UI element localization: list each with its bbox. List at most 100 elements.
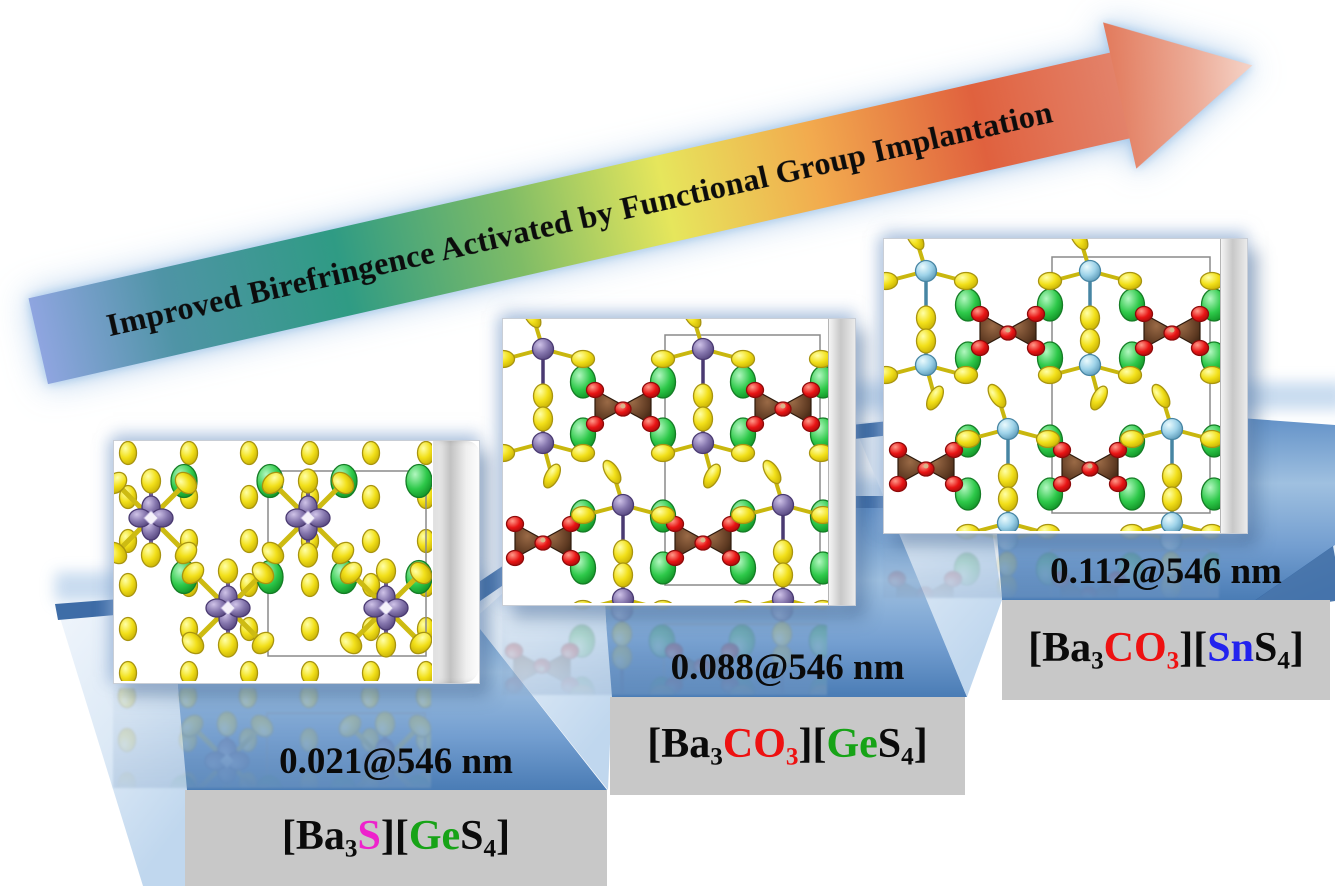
co3-group	[887, 570, 963, 598]
s-atom	[653, 599, 673, 603]
ba-atom	[953, 552, 981, 586]
s-atom	[416, 528, 432, 554]
cluster-center	[143, 510, 159, 526]
s-atom	[331, 541, 355, 565]
s-atom	[300, 616, 320, 642]
o-atom	[665, 549, 685, 567]
s-atom	[729, 606, 755, 610]
s-atom	[117, 771, 137, 788]
o-atom	[944, 475, 964, 493]
s-atom	[297, 468, 319, 494]
formula-part: 4	[901, 743, 914, 771]
s-atom	[772, 562, 794, 588]
ges4-cluster	[339, 558, 432, 658]
s-atom	[1161, 463, 1183, 489]
sn-atom	[996, 417, 1020, 441]
s-atom	[1079, 328, 1101, 354]
ms4-chain	[650, 319, 756, 489]
s-atom	[415, 688, 431, 709]
ge-atom	[610, 692, 634, 695]
formula-part: 3	[785, 743, 799, 771]
crystal-panel-2	[502, 318, 856, 606]
s-atom	[692, 383, 714, 409]
panel-bevel-edge	[828, 319, 855, 605]
s-atom	[1035, 429, 1061, 449]
s-atom	[140, 542, 162, 568]
co3-group	[745, 381, 821, 433]
ge-atom	[691, 431, 715, 455]
crystal-panel-3	[883, 238, 1248, 534]
ba-atom	[568, 676, 596, 695]
s-atom	[216, 711, 238, 737]
ges4-cluster	[181, 558, 275, 658]
c-atom	[1087, 463, 1093, 469]
s-atom	[1117, 271, 1143, 291]
ms4-chain	[1119, 383, 1220, 531]
o-atom	[970, 305, 990, 323]
s-atom	[1037, 271, 1063, 291]
s-atom	[813, 599, 828, 603]
s-atom	[569, 606, 595, 610]
s-atom	[925, 385, 945, 411]
s-atom	[408, 714, 431, 738]
s-atom	[953, 271, 979, 291]
formula-part: ][	[380, 813, 409, 860]
s-atom	[361, 441, 381, 466]
o-atom	[745, 381, 765, 399]
o-atom	[505, 515, 525, 533]
o-atom	[641, 415, 661, 433]
c-atom	[922, 594, 928, 598]
o-atom	[1163, 325, 1181, 341]
o-atom	[694, 535, 712, 551]
formula-part: [Ba	[1028, 625, 1092, 672]
s-atom	[409, 561, 432, 585]
s-atom	[409, 631, 432, 655]
co3-group	[888, 441, 964, 493]
structure-reflection-1	[113, 688, 431, 788]
formula-box-2: [Ba3CO3][GeS4]	[610, 697, 965, 795]
co3-group	[1134, 305, 1210, 357]
crystal-structure-3	[884, 239, 1220, 531]
o-atom	[561, 549, 581, 567]
ba-atom	[568, 624, 596, 658]
sn-atom	[995, 532, 1019, 552]
s-atom	[522, 319, 542, 329]
s-atom	[1117, 365, 1143, 385]
co3-group	[1052, 441, 1128, 493]
ms4-chain	[503, 319, 596, 489]
s-atom	[239, 484, 259, 510]
s-atom	[612, 562, 634, 588]
ge-atom	[770, 692, 794, 695]
o-atom	[1190, 339, 1210, 357]
ge-atom	[611, 493, 635, 517]
sn-atom	[914, 259, 938, 283]
s-atom	[808, 349, 828, 369]
formula-part: Ge	[408, 813, 461, 860]
ms4-chain	[955, 383, 1061, 531]
s-atom	[261, 541, 285, 565]
s-atom	[331, 471, 355, 495]
s-atom	[730, 505, 756, 525]
s-atom	[1199, 365, 1220, 385]
formula-part: ][	[1179, 625, 1208, 672]
crystal-structure-2	[503, 319, 828, 603]
s-atom	[174, 541, 198, 565]
s-atom	[953, 365, 979, 385]
crystal-panel-1	[113, 440, 480, 684]
formula-part: 4	[1277, 647, 1290, 675]
s-atom	[118, 572, 138, 598]
s-atom	[1037, 365, 1063, 385]
o-atom	[585, 415, 605, 433]
s-atom	[180, 714, 204, 738]
s-atom	[682, 319, 702, 329]
ge-atom	[610, 606, 634, 622]
o-atom	[504, 676, 524, 694]
formula-part: CO	[1103, 625, 1167, 672]
s-atom	[702, 463, 722, 489]
o-atom	[585, 381, 605, 399]
s-atom	[884, 271, 899, 291]
s-atom	[216, 785, 238, 788]
formula-part: S	[357, 813, 381, 860]
s-atom	[118, 660, 138, 681]
